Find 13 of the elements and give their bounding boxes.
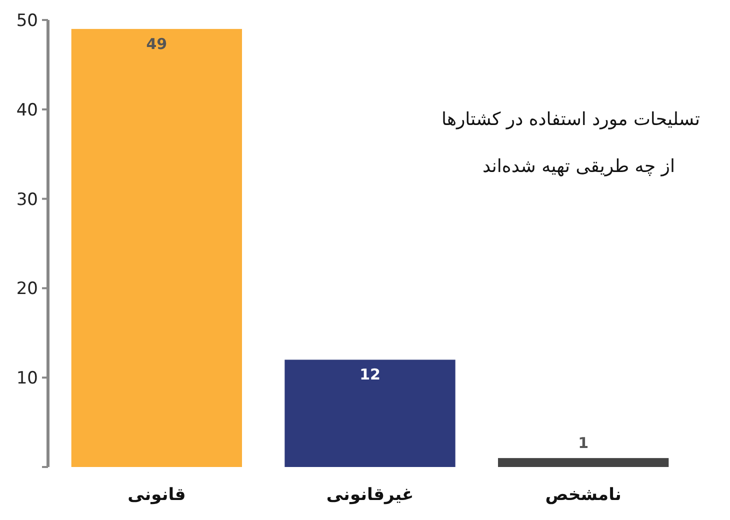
- data-label: 12: [360, 366, 380, 384]
- y-tick-label: 50: [16, 11, 38, 31]
- text: تسلیحات مورد استفاده در کشتارها: [441, 109, 700, 130]
- text: از چه طریقی تهیه شده‌اند: [482, 156, 675, 177]
- x-tick-label: غیرقانونی: [326, 485, 414, 505]
- data-label: 1: [578, 434, 589, 452]
- y-tick-label: 20: [16, 279, 38, 300]
- x-tick-label: نامشخص: [545, 485, 622, 505]
- x-tick-label: قانونی: [128, 485, 186, 505]
- data-label: 49: [146, 34, 168, 53]
- y-tick-label: 30: [16, 190, 38, 210]
- y-tick-label: 40: [16, 100, 38, 120]
- y-tick-label: 10: [16, 368, 38, 389]
